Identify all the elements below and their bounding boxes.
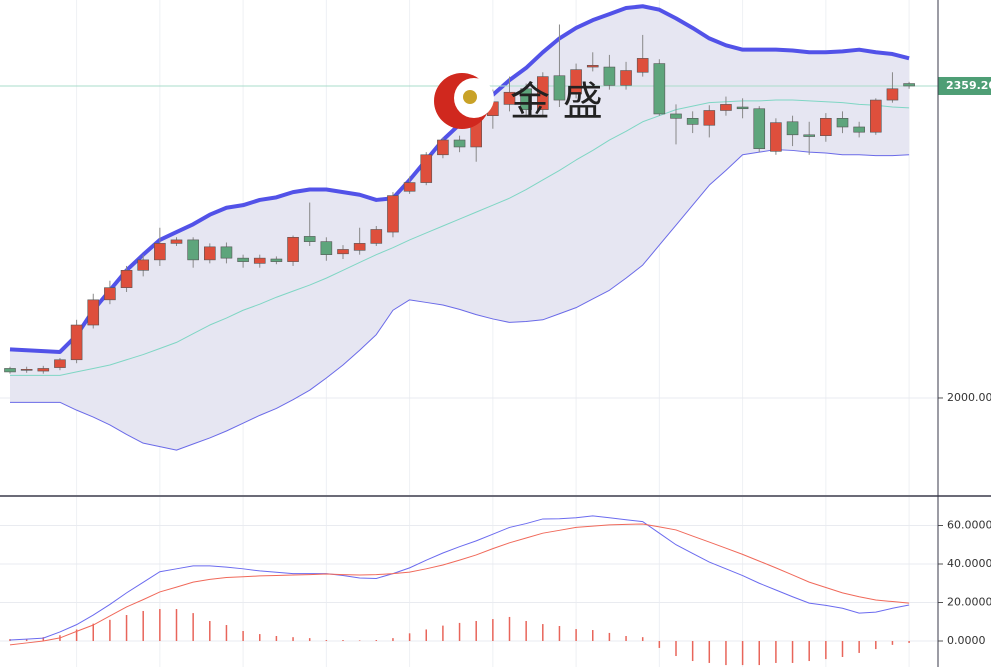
macd-line — [9, 515, 910, 641]
candle-body — [586, 65, 599, 68]
candle-body — [387, 195, 399, 233]
candle-body — [320, 241, 333, 255]
plot-layer — [0, 0, 938, 667]
candle-body — [403, 182, 416, 192]
candle-body — [370, 229, 383, 244]
y-tick-label: 2000.00 — [947, 391, 991, 404]
candle-body — [120, 270, 133, 288]
candle-body — [869, 99, 882, 133]
candle-body — [536, 76, 549, 110]
band-line — [10, 99, 910, 376]
candle-body — [87, 299, 100, 326]
candle-body — [903, 83, 915, 87]
candle-body — [437, 139, 449, 156]
candle-body — [520, 88, 532, 110]
logo-dot — [463, 90, 477, 104]
y-tick-label: 20.0000 — [947, 596, 991, 609]
candle-body — [820, 117, 832, 136]
candle-body — [20, 369, 33, 371]
candle-body — [603, 66, 616, 86]
candle-body — [720, 104, 732, 111]
candle-body — [736, 106, 749, 110]
candle-body — [853, 126, 865, 133]
candle-body — [287, 236, 299, 262]
candle-body — [204, 246, 216, 261]
y-tick-label: 0.0000 — [947, 634, 986, 647]
candle-body — [653, 63, 666, 115]
candle-body — [553, 75, 566, 101]
last-price-label: 2359.20 — [946, 79, 991, 92]
candle-body — [453, 139, 466, 148]
candle-body — [620, 70, 632, 86]
band-fill — [10, 6, 910, 451]
candle-body — [636, 58, 649, 73]
candle-body — [220, 246, 233, 259]
candle-body — [686, 117, 699, 125]
y-tick-label: 40.0000 — [947, 557, 991, 570]
candle-body — [770, 122, 782, 152]
candle-body — [303, 236, 316, 242]
candle-body — [170, 239, 183, 244]
candle-body — [104, 287, 116, 301]
candle-body — [337, 249, 349, 255]
macd-line — [9, 523, 910, 646]
candle-body — [237, 257, 249, 262]
candle-body — [37, 368, 50, 372]
candle-body — [253, 257, 266, 264]
candle-body — [503, 91, 516, 105]
watermark: 金 盛 — [434, 73, 603, 129]
candle-body — [886, 88, 899, 101]
watermark-text: 金 盛 — [510, 79, 603, 125]
last-price-tag — [938, 76, 991, 95]
candle-body — [786, 121, 799, 136]
candle-body — [670, 113, 682, 119]
y-tick-label: 60.0000 — [947, 518, 991, 531]
candle-body — [270, 258, 283, 262]
candle-body — [570, 69, 582, 95]
candle-body — [803, 134, 816, 137]
candle-body — [703, 110, 716, 126]
candle-body — [54, 359, 66, 368]
candle-body — [353, 243, 366, 251]
candle-body — [836, 117, 849, 128]
candle-body — [137, 259, 149, 271]
candle-body — [753, 108, 766, 149]
candle-body — [4, 368, 16, 373]
candle-body — [154, 243, 166, 261]
candle-body — [187, 239, 199, 261]
candle-body — [70, 324, 83, 361]
candle-body — [420, 154, 433, 183]
